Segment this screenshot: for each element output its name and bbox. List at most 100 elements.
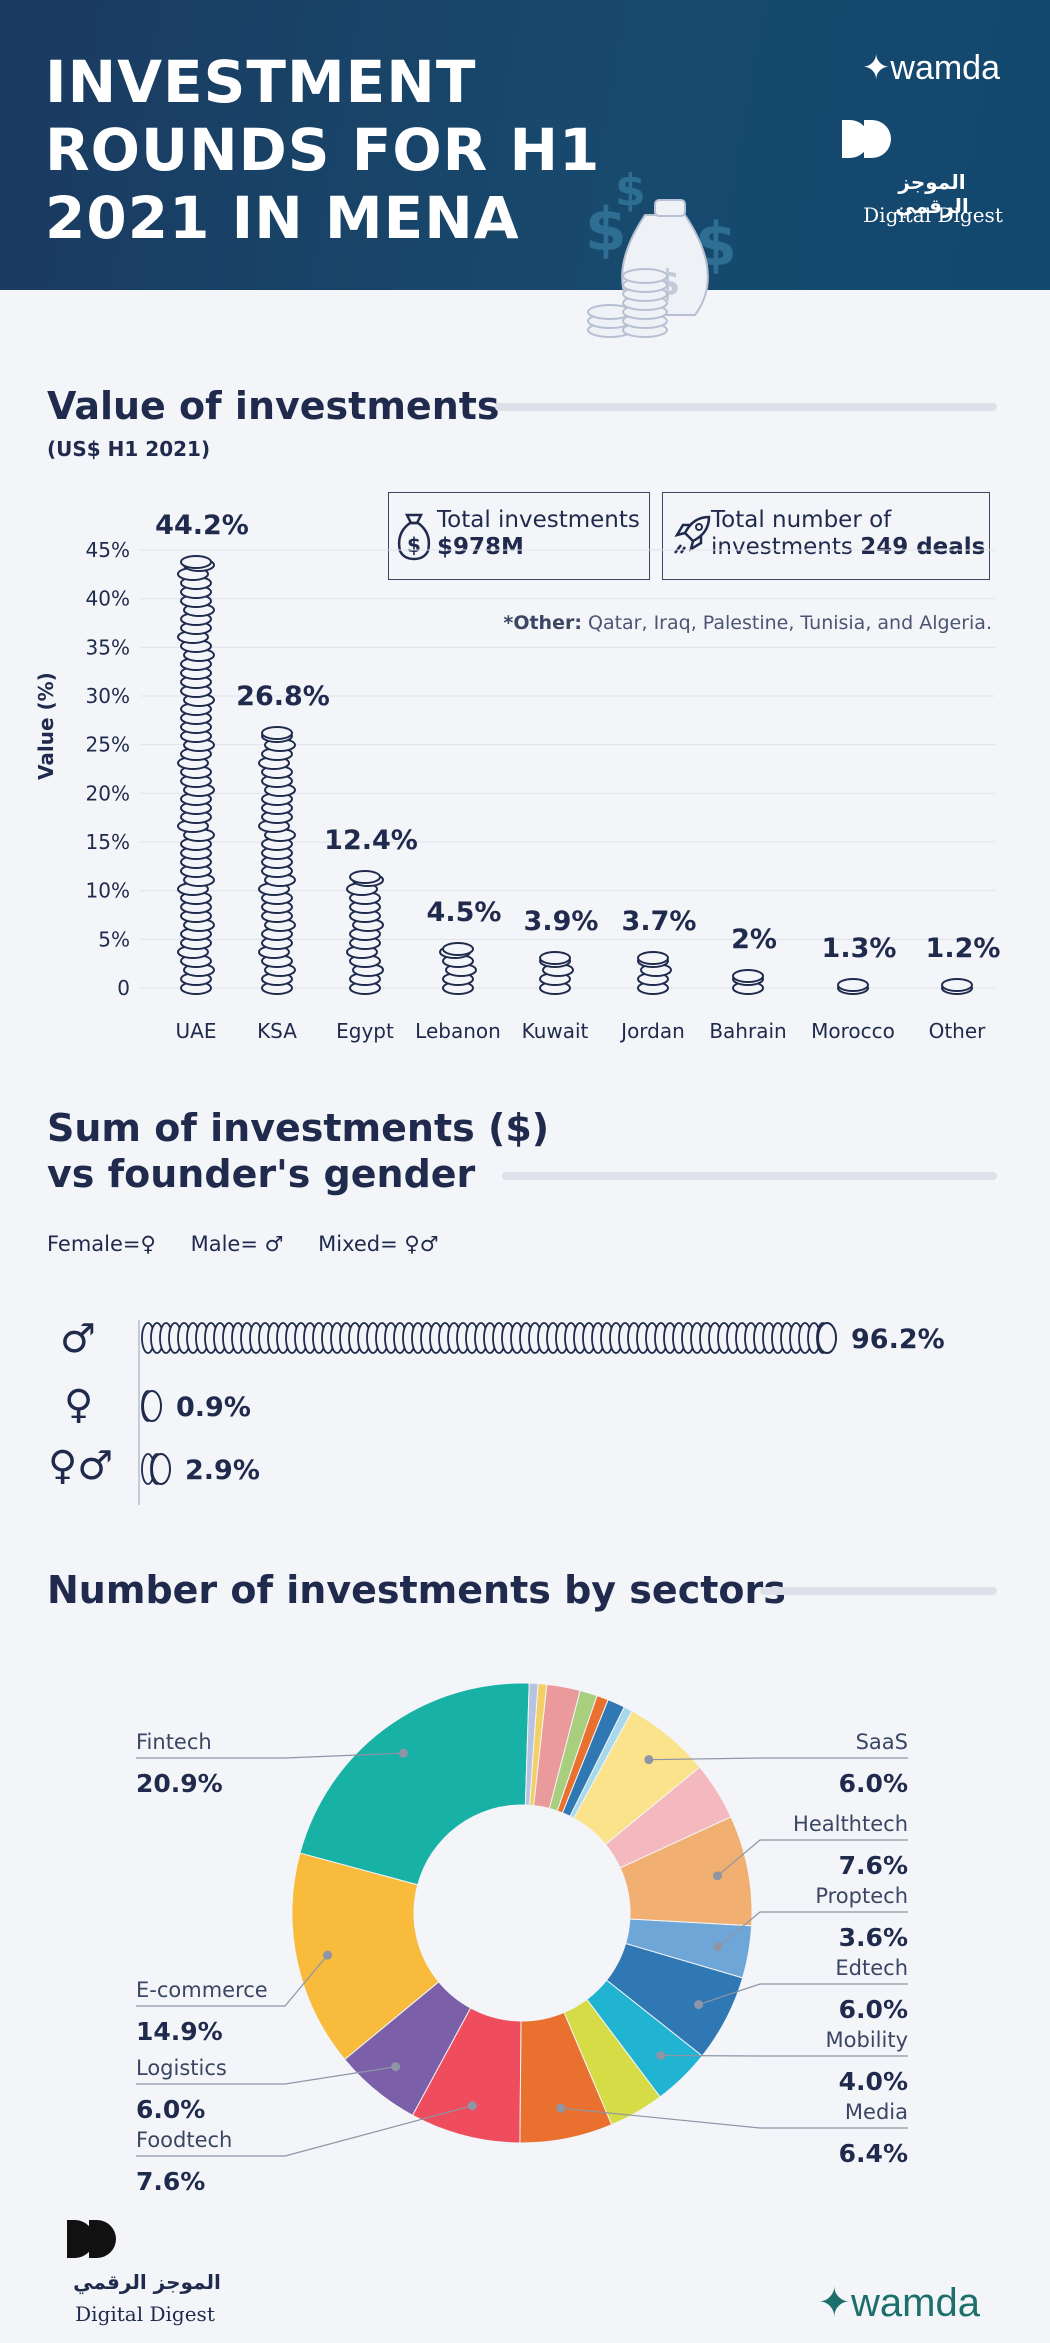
pie-label-healthtech: Healthtech 7.6%	[712, 1812, 908, 1881]
donut-slice	[524, 1682, 539, 1806]
x-tick-label: Kuwait	[522, 1019, 589, 1043]
gender-value-label: 2.9%	[185, 1455, 260, 1486]
pie-label-media: Media 6.4%	[556, 2100, 908, 2168]
pie-category-label: Mobility	[826, 2028, 908, 2052]
pie-category-label: Foodtech	[136, 2128, 232, 2152]
y-tick-label: 15%	[86, 830, 130, 854]
donut-slice-fintech	[299, 1682, 530, 1886]
value-section-title: Value of investments	[47, 384, 500, 428]
bar-value-label: 44.2%	[155, 510, 249, 541]
y-tick-label: 45%	[86, 538, 130, 562]
gender-bar-mixed	[141, 1453, 171, 1485]
x-tick-label: Lebanon	[415, 1019, 501, 1043]
value-section-subtitle: (US$ H1 2021)	[47, 437, 211, 461]
pie-value-label: 20.9%	[136, 1769, 223, 1798]
y-tick-label: 0	[117, 976, 130, 1000]
x-tick-label: KSA	[257, 1019, 297, 1043]
pie-label-saas: SaaS 6.0%	[644, 1730, 908, 1798]
pie-value-label: 6.0%	[136, 2095, 205, 2124]
pie-value-label: 7.6%	[839, 1851, 908, 1880]
pie-value-label: 6.0%	[839, 1769, 908, 1798]
leader-line	[136, 1954, 328, 2007]
bar-value-label: 2%	[731, 924, 777, 955]
y-tick-label: 25%	[86, 733, 130, 757]
leader-line	[717, 1911, 908, 1948]
bar-value-label: 26.8%	[236, 681, 330, 712]
bar-value-label: 3.7%	[622, 906, 697, 937]
gender-bar-male	[141, 1322, 837, 1354]
sector-section-title: Number of investments by sectors	[47, 1568, 786, 1612]
total-investments-value: $978M	[437, 534, 524, 560]
pie-category-label: Media	[845, 2100, 908, 2124]
deals-label-text: investments	[711, 534, 853, 560]
pie-value-label: 7.6%	[136, 2167, 205, 2196]
gender-legend: Female=♀ Male= ♂ Mixed= ♀♂	[47, 1232, 467, 1256]
leader-dot	[467, 2101, 477, 2111]
pie-category-label: Logistics	[136, 2056, 227, 2080]
total-investments-label: Total investments	[437, 507, 640, 533]
gender-title-line1: Sum of investments ($)	[47, 1106, 550, 1150]
male-symbol: ♂	[60, 1316, 96, 1362]
x-tick-label: UAE	[176, 1019, 217, 1043]
gender-section-title: Sum of investments ($) vs founder's gend…	[47, 1105, 549, 1197]
gender-bar-female	[141, 1390, 162, 1422]
bar-value-label: 12.4%	[324, 825, 418, 856]
leader-line	[136, 2066, 396, 2085]
leader-line	[136, 1752, 404, 1759]
pie-label-fintech: Fintech 20.9%	[136, 1730, 408, 1798]
money-bag-illustration-icon: $ $ $ $	[585, 165, 737, 338]
section-divider	[495, 403, 997, 411]
leader-line	[648, 1757, 908, 1761]
pie-label-edtech: Edtech 6.0%	[694, 1956, 908, 2024]
svg-text:$: $	[407, 533, 421, 557]
section-divider	[502, 1172, 997, 1180]
deals-label-line1: Total number of	[711, 507, 892, 533]
pie-category-label: Healthtech	[793, 1812, 908, 1836]
pie-value-label: 14.9%	[136, 2017, 223, 2046]
note-text: Qatar, Iraq, Palestine, Tunisia, and Alg…	[581, 612, 992, 634]
other-countries-note: *Other: Qatar, Iraq, Palestine, Tunisia,…	[503, 612, 992, 634]
bar-other	[941, 978, 973, 995]
leader-dot	[323, 1950, 333, 1960]
leader-line	[560, 2107, 908, 2129]
pie-label-mobility: Mobility 4.0%	[656, 2028, 908, 2096]
svg-text:$: $	[615, 165, 646, 216]
gender-value-label: 96.2%	[851, 1324, 945, 1355]
rocket-icon	[674, 515, 711, 554]
y-tick-label: 10%	[86, 879, 130, 903]
female-symbol: ♀	[64, 1382, 94, 1428]
bar-value-label: 4.5%	[427, 897, 502, 928]
deals-value: 249 deals	[860, 534, 986, 560]
leader-dot	[694, 2000, 704, 2010]
wamda-logo: ✦wamda	[861, 49, 1000, 87]
footer-digest-arabic: الموجز الرقمي	[73, 2270, 221, 2294]
pie-label-e-commerce: E-commerce 14.9%	[136, 1950, 333, 2046]
leader-dot	[644, 1755, 654, 1765]
money-bag-icon: $	[397, 513, 431, 561]
leader-dot	[391, 2062, 401, 2072]
gender-bar-chart: 96.2% 0.9% 2.9%	[138, 1320, 945, 1505]
pie-category-label: Fintech	[136, 1730, 212, 1754]
footer-digest-english: Digital Digest	[75, 2302, 215, 2326]
legend-female: Female=♀	[47, 1232, 156, 1256]
value-bar-chart: 45% 40% 35% 30% 25% 20% 15% 10% 5% 0 44.2% UAE 26.8%…	[86, 510, 1001, 1043]
leader-line	[136, 2105, 473, 2157]
mixed-symbol: ♀♂	[48, 1443, 114, 1489]
pie-category-label: SaaS	[856, 1730, 908, 1754]
y-tick-label: 30%	[86, 684, 130, 708]
digital-digest-english: Digital Digest	[863, 203, 1003, 227]
svg-text:$: $	[585, 195, 627, 265]
leader-dot	[398, 1748, 408, 1758]
leader-line	[698, 1983, 908, 2006]
pie-value-label: 3.6%	[839, 1923, 908, 1952]
gender-title-line2: vs founder's gender	[47, 1152, 476, 1196]
legend-mixed: Mixed= ♀♂	[318, 1232, 439, 1256]
bar-uae	[177, 555, 215, 995]
y-tick-label: 20%	[86, 781, 130, 805]
bar-value-label: 1.2%	[926, 933, 1001, 964]
bar-lebanon	[439, 942, 477, 995]
leader-line	[717, 1839, 908, 1877]
digital-digest-logo-icon	[67, 2220, 116, 2258]
section-divider	[760, 1587, 997, 1595]
x-tick-label: Egypt	[336, 1019, 394, 1043]
